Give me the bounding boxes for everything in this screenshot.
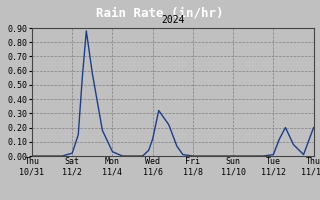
Text: 2024: 2024 [161,15,185,25]
Text: Rain Rate (in/hr): Rain Rate (in/hr) [96,6,224,20]
